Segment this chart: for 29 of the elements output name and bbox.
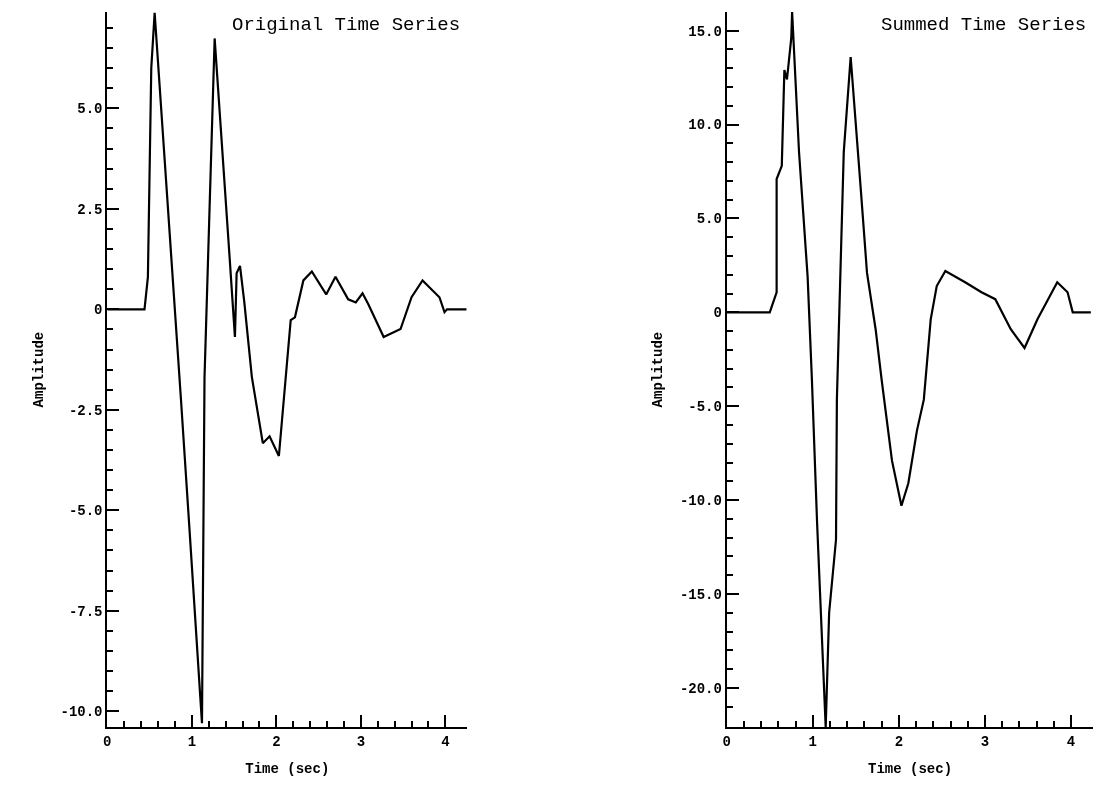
x-tick-label: 2 bbox=[894, 734, 904, 751]
y-tick-label: -5.0 bbox=[68, 503, 103, 520]
y-tick-label: -10.0 bbox=[60, 704, 103, 721]
y-tick-label: 0 bbox=[713, 305, 722, 322]
y-tick-label: 10.0 bbox=[688, 117, 722, 134]
x-tick-label: 1 bbox=[808, 734, 817, 751]
x-axis-title: Time (sec) bbox=[868, 760, 953, 777]
y-tick-label: -2.5 bbox=[68, 402, 103, 419]
x-tick-label: 1 bbox=[187, 734, 197, 751]
y-tick-label: 0 bbox=[94, 302, 103, 319]
chart-title: Original Time Series bbox=[232, 14, 461, 36]
x-axis-title: Time (sec) bbox=[245, 760, 330, 777]
y-tick-label: 15.0 bbox=[688, 23, 722, 40]
y-tick-label: -7.5 bbox=[68, 603, 103, 620]
y-tick-label: 2.5 bbox=[77, 201, 103, 218]
y-tick-label: -10.0 bbox=[679, 493, 722, 510]
y-tick-label: 5.0 bbox=[77, 101, 103, 118]
x-tick-label: 3 bbox=[980, 734, 990, 751]
y-axis-title: Amplitude bbox=[649, 331, 666, 408]
chart-title: Summed Time Series bbox=[881, 14, 1087, 36]
y-tick-label: 5.0 bbox=[696, 211, 722, 228]
y-tick-label: -20.0 bbox=[679, 680, 722, 697]
x-tick-label: 4 bbox=[1066, 734, 1076, 751]
y-axis-title: Amplitude bbox=[30, 331, 47, 408]
y-tick-label: -15.0 bbox=[679, 586, 722, 603]
y-tick-label: -5.0 bbox=[688, 399, 722, 416]
x-tick-label: 4 bbox=[441, 734, 450, 751]
x-tick-label: 2 bbox=[272, 734, 281, 751]
x-tick-label: 3 bbox=[356, 734, 366, 751]
